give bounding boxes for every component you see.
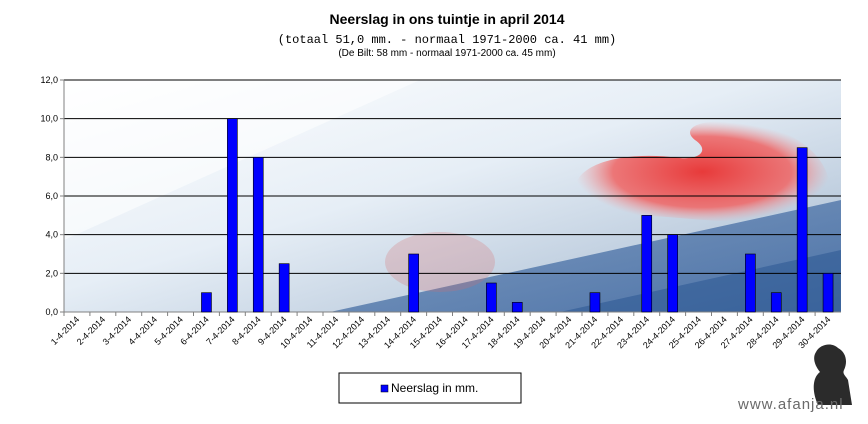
bar (589, 292, 601, 313)
bars (201, 118, 834, 313)
y-tick-label: 0,0 (45, 307, 58, 317)
y-tick-label: 10,0 (40, 114, 58, 124)
bar (770, 292, 782, 313)
x-axis-ticks: 1-4-20142-4-20143-4-20144-4-20145-4-2014… (49, 312, 832, 350)
chart-subtitle-2: (De Bilt: 58 mm - normaal 1971-2000 ca. … (338, 48, 555, 59)
bar (408, 253, 419, 313)
y-gridlines (64, 79, 841, 274)
bar (796, 147, 808, 313)
bar (227, 118, 238, 313)
y-tick-label: 8,0 (45, 152, 58, 162)
bar (511, 302, 523, 313)
bar (486, 282, 497, 313)
bar (667, 234, 678, 313)
bar (278, 263, 290, 313)
bar (252, 157, 264, 313)
legend-label: Neerslag in mm. (391, 381, 478, 395)
y-tick-label: 6,0 (45, 191, 58, 201)
chart-subtitle: (totaal 51,0 mm. - normaal 1971-2000 ca.… (278, 33, 616, 47)
watermark: www.afanja.nl (737, 396, 844, 413)
chart-title: Neerslag in ons tuintje in april 2014 (330, 11, 565, 27)
bar (745, 253, 756, 313)
legend-swatch (380, 384, 389, 393)
y-tick-label: 2,0 (45, 268, 58, 278)
y-tick-label: 4,0 (45, 230, 58, 240)
legend: Neerslag in mm. (338, 372, 522, 404)
bar (641, 215, 653, 313)
y-tick-label: 12,0 (40, 75, 58, 85)
silhouette-logo (813, 344, 852, 405)
legend-box (338, 372, 522, 404)
y-axis-ticks: 0,0 2,0 4,0 6,0 8,0 10,0 12,0 (40, 75, 64, 317)
bar (201, 292, 212, 313)
bar (822, 273, 834, 313)
